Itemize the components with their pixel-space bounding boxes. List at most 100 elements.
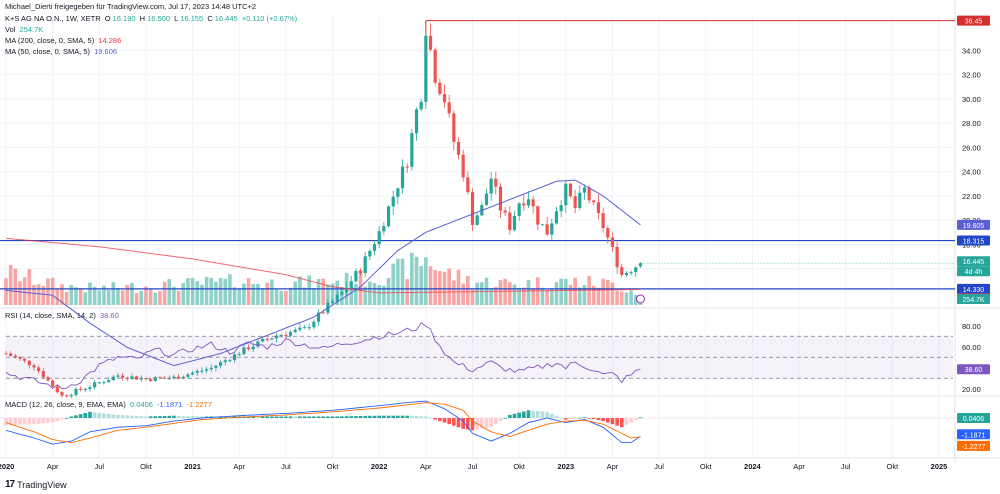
volume-bar [50,277,55,305]
macd-histogram-bar [316,416,321,418]
macd-histogram-bar [540,411,545,418]
macd-histogram-bar [293,416,298,418]
candle-body [564,183,568,206]
candle-body [200,370,204,372]
ohlc-close: 16.445 [214,14,238,23]
volume-bar [601,278,605,305]
volume-bar [550,288,554,305]
candle-body [55,386,59,393]
candle-body [349,281,353,288]
horizontal-levels[interactable] [0,20,955,304]
candle-body [274,335,279,339]
tradingview-logo[interactable]: 17 TradingView [5,479,67,490]
macd-legend[interactable]: MACD (12, 26, close, 9, EMA, EMA) 0.0406… [5,400,214,409]
macd-histogram-bar [18,418,22,425]
volume-bar [288,287,293,305]
ohlc-close-label: C [207,14,213,23]
volume-bar [340,286,344,305]
price-tick-label: 24.00 [962,168,981,177]
volume-bar [64,291,69,305]
candle-body [466,177,470,193]
macd-histogram-bar [484,418,489,428]
ma200-legend[interactable]: MA (200, close, 0, SMA, 5) 14.286 [5,36,123,45]
ma50-legend[interactable]: MA (50, close, 0, SMA, 5) 19.606 [5,47,119,56]
candle-body [587,187,591,201]
time-tick-label: Jul [281,462,291,471]
resistance-price-label: 18.315 [963,239,985,246]
rsi-line [5,322,641,390]
macd-histogram-bar [438,418,442,422]
volume-bar [489,289,493,305]
time-tick-label: Okt [140,462,153,471]
volume-bar [522,287,526,305]
volume-bar [498,280,503,305]
macd-histogram-bar [386,415,391,418]
time-tick-label: Jul [654,462,664,471]
volume-bar [466,276,470,305]
candle-body [172,376,176,379]
macd-histogram-bar [517,412,521,418]
macd-histogram-bar [172,415,176,418]
volume-bar [153,292,158,305]
volume-bar [414,256,419,305]
candle-body [260,338,265,342]
price-tick-label: 32.00 [962,71,981,80]
volume-bar [354,283,358,305]
macd-hist-value: 0.0406 [129,400,153,409]
volume-bar [526,280,531,305]
macd-histogram-bar [200,416,204,418]
macd-histogram-bar [480,418,484,429]
time-tick-label: Apr [607,462,619,471]
bar-countdown-label-box [957,266,990,277]
macd-label: MACD (12, 26, close, 9, EMA, EMA) [5,400,126,409]
volume-bar [298,276,302,305]
volume-bar [610,282,615,305]
macd-histogram-bar [522,411,526,418]
macd-histogram-bar [433,418,437,420]
volume-bar [307,275,312,305]
macd-histogram-bar [456,418,461,428]
macd-histogram-bar [503,418,507,419]
volume-bar [573,277,577,305]
symbol-legend[interactable]: K+S AG NA O.N., 1W, XETR O 16.190 H 16.500… [5,14,299,23]
candle-body [433,49,437,83]
rsi-value: 38.60 [99,311,119,320]
candle-body [484,193,489,206]
candle-body [386,206,391,227]
macd-signal-line [5,402,641,444]
candle-body [442,94,447,103]
macd-histogram-bar [307,416,312,418]
time-axis[interactable]: 2020 Apr Jul Okt 2021 Apr Jul Okt 2022 Apr Jul Okt 2… [0,462,947,471]
macd-histogram-bar [130,415,134,418]
rsi-legend[interactable]: RSI (14, close, SMA, 14, 2) 38.60 [5,311,121,320]
macd-histogram-bar [22,418,27,425]
volume-bar [4,278,8,305]
volume-bar [55,288,60,305]
candle-body [186,374,190,377]
time-tick-label: 2021 [184,462,201,471]
candle-body [256,341,260,347]
macd-histogram-bar [405,415,409,418]
candle-body [512,215,517,231]
volume-bar [256,283,260,305]
candle-body [475,215,479,225]
candle-body [270,338,274,340]
macd-histogram-bar [195,416,200,418]
volume-price-label-box [957,294,990,304]
volume-bar [629,290,633,305]
volume-bar [167,279,172,305]
macd-histogram-bar [447,418,451,425]
volume-bar [36,284,41,305]
volume-bar [260,288,265,305]
volume-bar [46,278,50,305]
candle-body [363,256,367,273]
macd-histogram-bar [144,416,148,418]
volume-bar [358,269,363,305]
ma200-label: MA (200, close, 0, SMA, 5) [5,36,95,45]
macd-histogram-bar [568,418,573,419]
candle-body [536,206,540,225]
tradingview-brand: TradingView [17,479,67,490]
volume-legend[interactable]: Vol 254.7K [5,25,45,34]
candle-body [545,224,549,235]
